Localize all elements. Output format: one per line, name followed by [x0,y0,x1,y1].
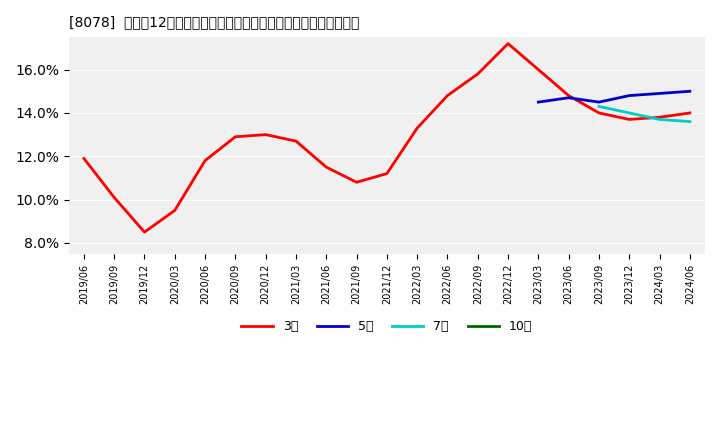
Line: 3年: 3年 [84,44,690,232]
3年 [534,67,543,72]
3年 [261,132,270,137]
5年 [595,99,603,105]
3年 [564,93,573,98]
3年 [595,110,603,116]
5年 [534,99,543,105]
3年 [110,195,119,200]
7年 [685,119,694,124]
Text: [8078]  売上高12か月移動合計の対前年同期増減率の標準偏差の推移: [8078] 売上高12か月移動合計の対前年同期増減率の標準偏差の推移 [68,15,359,29]
7年 [625,110,634,116]
3年 [685,110,694,116]
5年 [625,93,634,98]
3年 [625,117,634,122]
Line: 5年: 5年 [539,91,690,102]
3年 [655,115,664,120]
3年 [171,208,179,213]
3年 [201,158,210,163]
5年 [685,88,694,94]
3年 [382,171,391,176]
Legend: 3年, 5年, 7年, 10年: 3年, 5年, 7年, 10年 [236,315,537,338]
5年 [564,95,573,100]
3年 [140,229,149,235]
3年 [352,180,361,185]
3年 [504,41,513,46]
3年 [474,71,482,77]
3年 [322,165,330,170]
7年 [655,117,664,122]
3年 [79,156,88,161]
5年 [655,91,664,96]
Line: 7年: 7年 [599,106,690,121]
3年 [443,93,451,98]
3年 [231,134,240,139]
7年 [595,104,603,109]
3年 [413,125,421,131]
3年 [292,139,300,144]
